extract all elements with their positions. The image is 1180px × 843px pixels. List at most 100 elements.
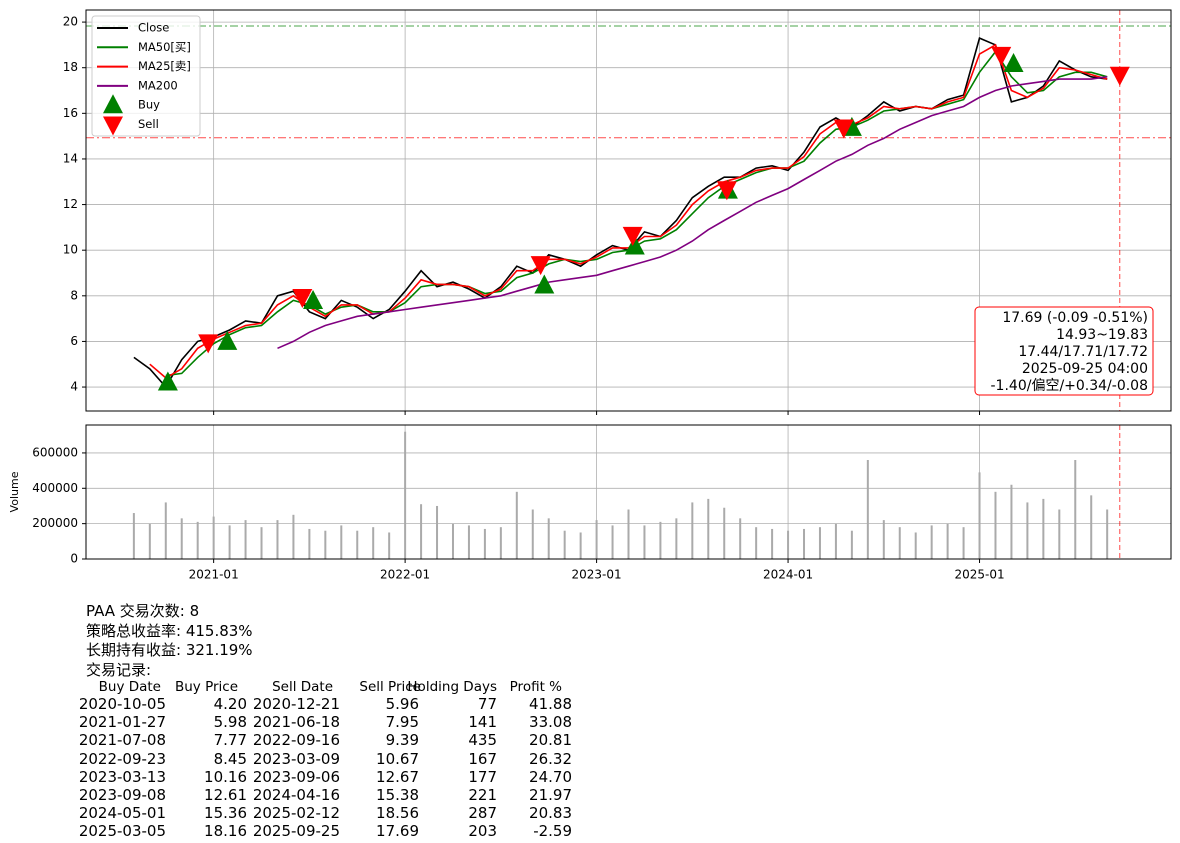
table-cell: 15.36 <box>204 804 247 823</box>
table-cell: 435 <box>468 731 497 750</box>
summary-line: PAA 交易次数: 8 <box>86 602 200 620</box>
chart: 2021-01 2022-01 2023-01 2024-01 2025-01 4 6 8 10… <box>8 9 1172 582</box>
volume-bar <box>324 530 327 559</box>
volume-bar <box>803 528 806 559</box>
annotation-text: 2025-09-25 04:00 <box>1022 361 1148 377</box>
table-header: Holding Days <box>407 679 497 695</box>
volume-bar <box>483 528 486 559</box>
table-cell: 33.08 <box>529 713 572 732</box>
table-cell: 18.16 <box>204 822 247 841</box>
volume-bar <box>994 491 997 559</box>
table-header: Buy Price <box>174 679 238 695</box>
volume-bar <box>164 502 167 559</box>
table-cell: 287 <box>468 804 497 823</box>
volume-bar <box>739 518 742 559</box>
table-cell: 2021-06-18 <box>252 713 340 732</box>
volume-bar <box>148 523 151 559</box>
volume-bar <box>1074 460 1077 559</box>
table-cell: 12.67 <box>376 767 419 786</box>
volume-bar <box>787 530 790 559</box>
legend-label: Sell <box>138 117 159 131</box>
x-tick-label: 2023-01 <box>572 568 622 582</box>
line-series <box>277 76 1108 350</box>
volume-bar <box>834 523 837 559</box>
volume-bar <box>595 520 598 559</box>
volume-bar <box>962 527 965 559</box>
table-cell: 141 <box>468 713 497 732</box>
volume-bar <box>228 525 231 559</box>
table-cell: 2021-01-27 <box>78 713 166 732</box>
table-cell: 2023-09-06 <box>252 767 340 786</box>
y-tick-label: 4 <box>70 380 78 394</box>
sell-marker <box>1109 66 1130 86</box>
volume-bar <box>563 530 566 559</box>
y-tick-label: 0 <box>70 552 78 566</box>
volume-bar <box>467 525 470 559</box>
volume-bar <box>707 498 710 559</box>
volume-bar <box>531 509 534 559</box>
volume-bar <box>930 525 933 559</box>
table-header: Buy Date <box>98 679 161 695</box>
buy-marker <box>1003 53 1024 73</box>
x-tick-label: 2022-01 <box>380 568 430 582</box>
legend-label: Buy <box>138 98 160 112</box>
table-cell: 9.39 <box>385 731 419 750</box>
y-tick-label: 400000 <box>32 481 78 495</box>
y-tick-label: 8 <box>70 288 78 302</box>
volume-bar <box>1026 502 1029 559</box>
annotation-text: 17.69 (-0.09 -0.51%) <box>1002 310 1148 326</box>
volume-bar <box>451 523 454 559</box>
y-tick-label: 10 <box>63 243 78 257</box>
annotation-text: -1.40/偏空/+0.34/-0.08 <box>991 378 1149 394</box>
volume-bar <box>818 527 821 559</box>
volume-bar <box>1106 509 1109 559</box>
table-cell: 7.95 <box>385 713 419 732</box>
volume-bar <box>914 532 917 559</box>
y-tick-label: 18 <box>63 60 78 74</box>
volume-bar <box>627 509 630 559</box>
table-cell: 21.97 <box>529 786 572 804</box>
volume-bar <box>1090 495 1093 559</box>
table-header: Sell Date <box>272 679 333 695</box>
x-tick-label: 2024-01 <box>763 568 813 582</box>
table-cell: 167 <box>468 749 497 768</box>
y-axis-label: Volume <box>8 471 21 512</box>
table-cell: 18.56 <box>376 804 419 823</box>
volume-frame <box>85 424 1172 560</box>
y-tick-label: 20 <box>63 15 78 29</box>
volume-bar <box>180 518 183 559</box>
volume-bar <box>212 516 215 559</box>
y-tick-label: 14 <box>63 151 78 165</box>
legend-marker <box>103 116 123 136</box>
summary-line: 长期持有收益: 321.19% <box>86 641 253 659</box>
table-cell: 2024-04-16 <box>252 786 340 804</box>
annotation-text: 17.44/17.71/17.72 <box>1018 344 1148 360</box>
table-cell: 24.70 <box>529 767 572 786</box>
table-header: Profit % <box>509 679 562 695</box>
volume-bar <box>436 505 439 559</box>
volume-bar <box>499 527 502 559</box>
sell-marker <box>198 334 219 354</box>
sell-marker <box>991 46 1012 66</box>
volume-bar <box>340 525 343 559</box>
x-tick-label: 2021-01 <box>189 568 239 582</box>
x-tick-label: 2025-01 <box>954 568 1004 582</box>
buy-marker <box>157 371 178 391</box>
legend-label: MA200 <box>138 78 178 92</box>
table-cell: 2023-09-08 <box>78 786 166 804</box>
table-cell: 2024-05-01 <box>78 804 166 823</box>
volume-bar <box>547 518 550 559</box>
sell-marker <box>292 288 313 308</box>
sell-marker <box>716 181 737 201</box>
volume-bar <box>356 530 359 559</box>
table-cell: 203 <box>468 822 497 841</box>
table-cell: 2023-03-13 <box>78 767 166 786</box>
table-cell: 15.38 <box>376 786 419 804</box>
volume-bar <box>1058 509 1061 559</box>
volume-bar <box>308 528 311 559</box>
annotation-text: 14.93~19.83 <box>1056 327 1148 343</box>
volume-bar <box>691 502 694 559</box>
table-cell: 2020-12-21 <box>252 695 340 713</box>
summary-line: 策略总收益率: 415.83% <box>86 621 253 640</box>
volume-bar <box>292 514 295 559</box>
